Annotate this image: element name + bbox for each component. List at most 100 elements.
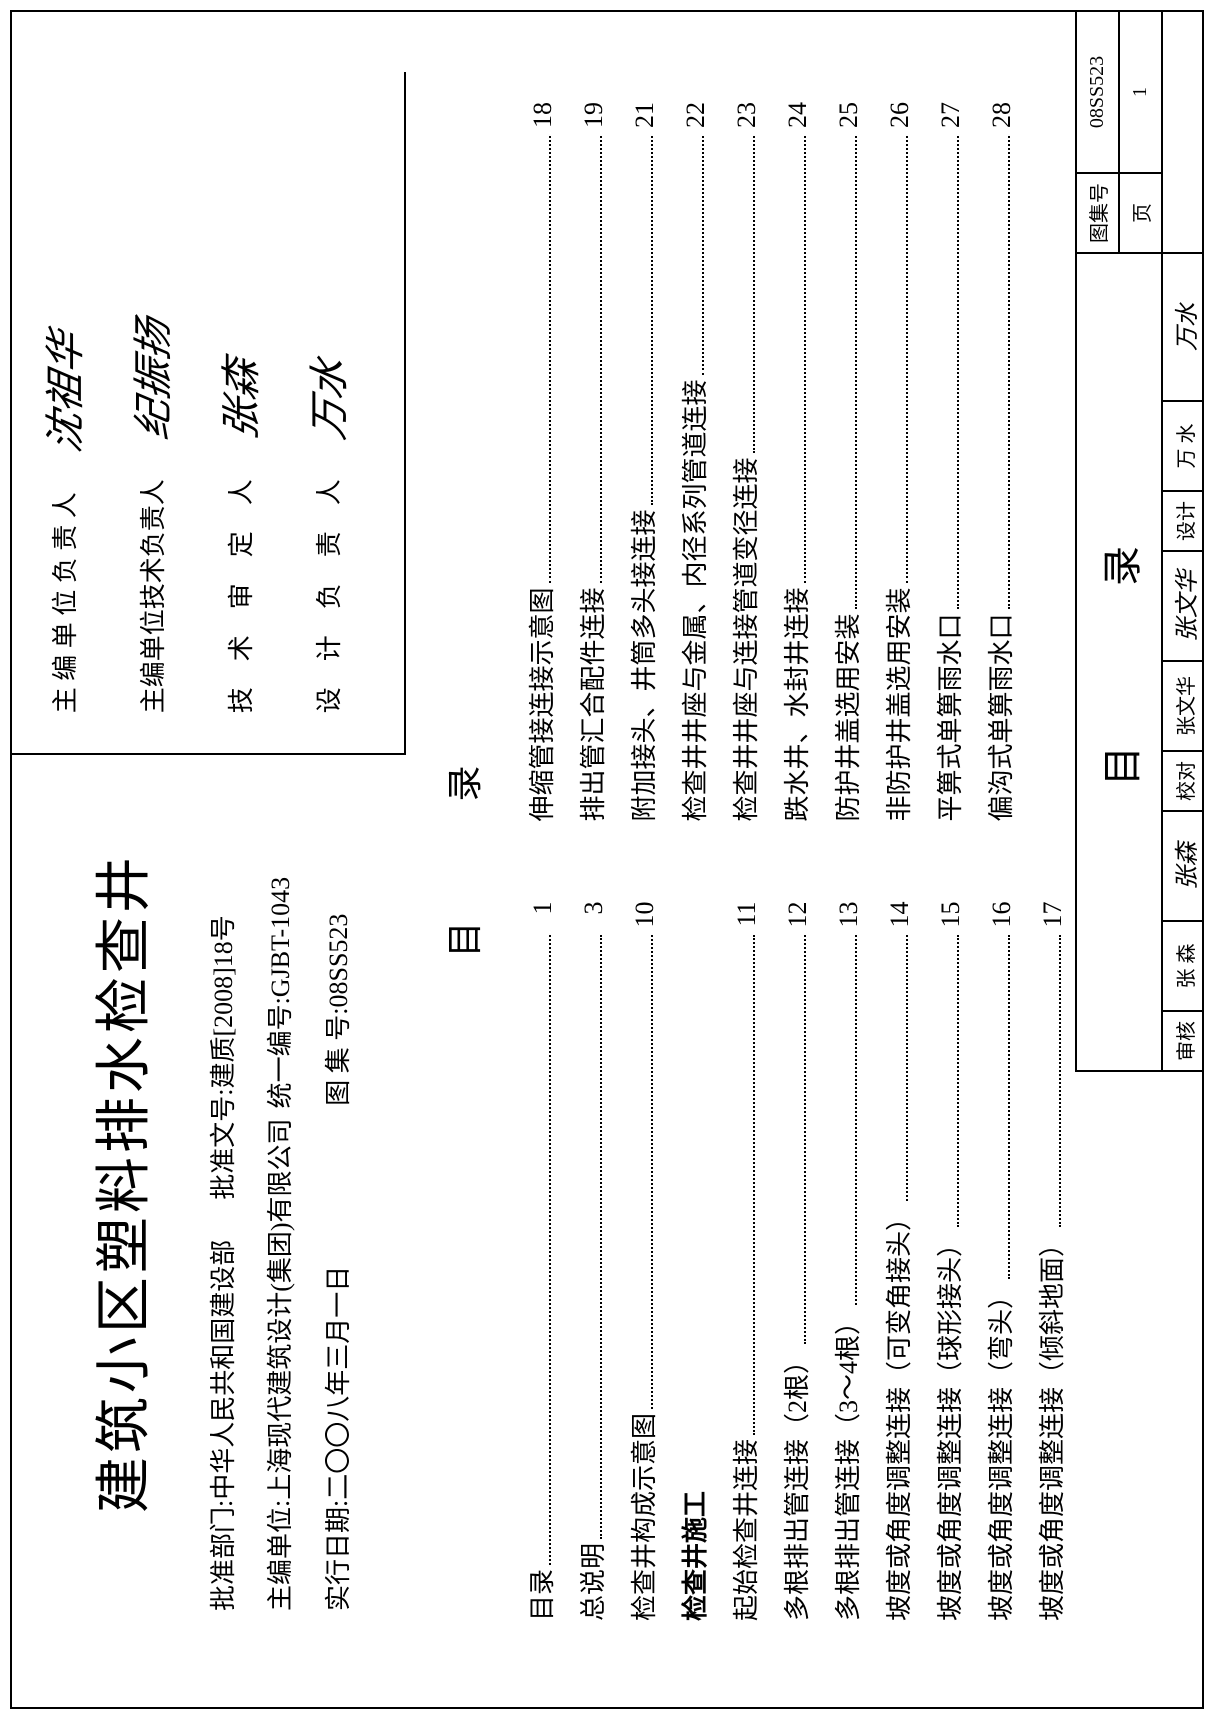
toc-page: 10 (630, 902, 660, 932)
check-label: 校对 (1161, 750, 1202, 810)
toc-dots (600, 936, 602, 1539)
toc-page: 25 (834, 102, 864, 132)
toc-dots (753, 136, 755, 453)
toc-item: 坡度或角度调整连接（球形接头） 15 (930, 902, 967, 1622)
toc-dots (549, 136, 551, 583)
toc-page: 1 (528, 902, 558, 932)
toc-text: 多根排出管连接（2根） (777, 1348, 814, 1621)
toc-col-left: 目录 1 总说明 3 检查井构成示意图 10 检查井施工起始检查井连接 11 多根排出管连接（2… (508, 902, 1083, 1622)
toc-text: 多根排出管连接（3～4根） (828, 1309, 865, 1621)
design-name: 万 水 (1161, 400, 1202, 490)
title-block: 目录 图集号 08SS523 页 1 审核 张 森 (1075, 12, 1202, 1072)
toc-page: 26 (885, 102, 915, 132)
toc-dots (549, 936, 551, 1565)
toc-dots (753, 936, 755, 1435)
toc-page: 18 (528, 102, 558, 132)
document-title: 建筑小区塑料排水检查井 (22, 755, 195, 1611)
header-block: 建筑小区塑料排水检查井 批准部门: 中华人民共和国建设部 批准文号: 建质[20… (12, 12, 406, 1707)
toc-page: 3 (579, 902, 609, 932)
toc-text: 附加接头、井筒多头接连接 (624, 509, 661, 821)
check-sig: 张文华 (1161, 550, 1202, 660)
toc-text: 坡度或角度调整连接（弯头） (981, 1283, 1018, 1621)
toc-text: 检查井施工 (675, 1491, 712, 1621)
toc-page: 12 (783, 902, 813, 932)
toc-dots (651, 936, 653, 1409)
toc-dots (1059, 936, 1061, 1227)
toc-item: 平箅式单箅雨水口27 (930, 102, 967, 822)
signature-3: 张森 (198, 351, 286, 447)
toc-page: 11 (732, 902, 762, 932)
toc-item: 检查井构成示意图 10 (624, 902, 661, 1622)
toc-text: 坡度或角度调整连接（球形接头） (930, 1231, 967, 1621)
toc-page: 13 (834, 902, 864, 932)
atlas-no: 08SS523 (310, 914, 367, 1008)
toc-text: 目录 (522, 1569, 559, 1621)
sig-label-3: 技 术 审 定 人 (213, 479, 270, 713)
toc-text: 总说明 (573, 1543, 610, 1621)
signature-box: 主 编 单 位 负 责 人 沈祖华 主编单位技术负责人 纪振扬 技 术 审 定 … (12, 72, 406, 755)
approve-dept-label: 批准部门: (195, 1500, 252, 1611)
date: 二〇〇八年三月一日 (310, 1266, 367, 1500)
drawing-page: 建筑小区塑料排水检查井 批准部门: 中华人民共和国建设部 批准文号: 建质[20… (10, 10, 1204, 1709)
toc-text: 防护井盖选用安装 (828, 613, 865, 821)
unify-no: GJBT-1043 (252, 877, 309, 997)
toc-item: 检查井施工 (675, 902, 712, 1622)
toc-heading: 目录 (436, 12, 488, 1707)
date-label: 实行日期: (310, 1500, 367, 1611)
toc-item: 多根排出管连接（2根） 12 (777, 902, 814, 1622)
editor-unit: 上海现代建筑设计(集团)有限公司 (252, 1118, 309, 1499)
toc-dots (906, 136, 908, 583)
toc-item: 多根排出管连接（3～4根） 13 (828, 902, 865, 1622)
toc-dots (1008, 936, 1010, 1279)
toc-page: 27 (936, 102, 966, 132)
toc-item: 坡度或角度调整连接（弯头）16 (981, 902, 1018, 1622)
approve-dept: 中华人民共和国建设部 (195, 1240, 252, 1500)
toc-item: 偏沟式单箅雨水口 28 (981, 102, 1018, 822)
toc-text: 检查井构成示意图 (624, 1413, 661, 1621)
toc-text: 排出管汇合配件连接 (573, 587, 610, 821)
toc-page: 28 (987, 102, 1017, 132)
toc-text: 检查井井座与连接管道变径连接 (726, 457, 763, 821)
toc-item: 防护井盖选用安装 25 (828, 102, 865, 822)
signature-4: 万水 (286, 351, 374, 447)
toc-page: 17 (1038, 902, 1068, 932)
toc-dots (702, 136, 704, 375)
design-label: 设计 (1161, 490, 1202, 550)
toc-text: 偏沟式单箅雨水口 (981, 613, 1018, 821)
design-sig: 万水 (1161, 252, 1202, 400)
audit-sig: 张森 (1161, 810, 1202, 920)
toc-text: 跌水井、水封井连接 (777, 587, 814, 821)
toc-page: 19 (579, 102, 609, 132)
signature-2: 纪振扬 (110, 311, 198, 447)
toc-item: 起始检查井连接 11 (726, 902, 763, 1622)
toc-dots (906, 936, 908, 1201)
info-left: 建筑小区塑料排水检查井 批准部门: 中华人民共和国建设部 批准文号: 建质[20… (22, 755, 406, 1611)
toc-dots (1008, 136, 1010, 609)
approve-doc: 建质[2008]18号 (195, 915, 252, 1088)
page-no: 1 (1120, 12, 1161, 172)
toc-page: 14 (885, 902, 915, 932)
toc-item: 跌水井、水封井连接 24 (777, 102, 814, 822)
signature-1: 沈祖华 (22, 324, 110, 460)
sig-label-1: 主 编 单 位 负 责 人 (37, 492, 94, 713)
check-name: 张文华 (1161, 660, 1202, 750)
page-label: 页 (1120, 172, 1161, 252)
toc-text: 起始检查井连接 (726, 1439, 763, 1621)
audit-name: 张 森 (1161, 920, 1202, 1010)
sheet-title: 目录 (1077, 252, 1161, 1070)
toc-dots (600, 136, 602, 583)
toc-item: 非防护井盖选用安装 26 (879, 102, 916, 822)
sig-label-4: 设 计 负 责 人 (301, 479, 358, 713)
toc-dots (957, 936, 959, 1227)
toc-page: 24 (783, 102, 813, 132)
audit-label: 审核 (1161, 1010, 1202, 1070)
toc-item: 总说明 3 (573, 902, 610, 1622)
atlas-no-label: 图 集 号: (310, 1008, 367, 1106)
tuji-no: 08SS523 (1077, 12, 1118, 172)
toc-page: 21 (630, 102, 660, 132)
toc-columns: 目录 1 总说明 3 检查井构成示意图 10 检查井施工起始检查井连接 11 多根排出管连接（2… (508, 12, 1083, 1707)
toc-dots (804, 936, 806, 1344)
toc-page: 15 (936, 902, 966, 932)
toc-text: 坡度或角度调整连接（可变角接头） (879, 1205, 916, 1621)
toc-text: 非防护井盖选用安装 (879, 587, 916, 821)
